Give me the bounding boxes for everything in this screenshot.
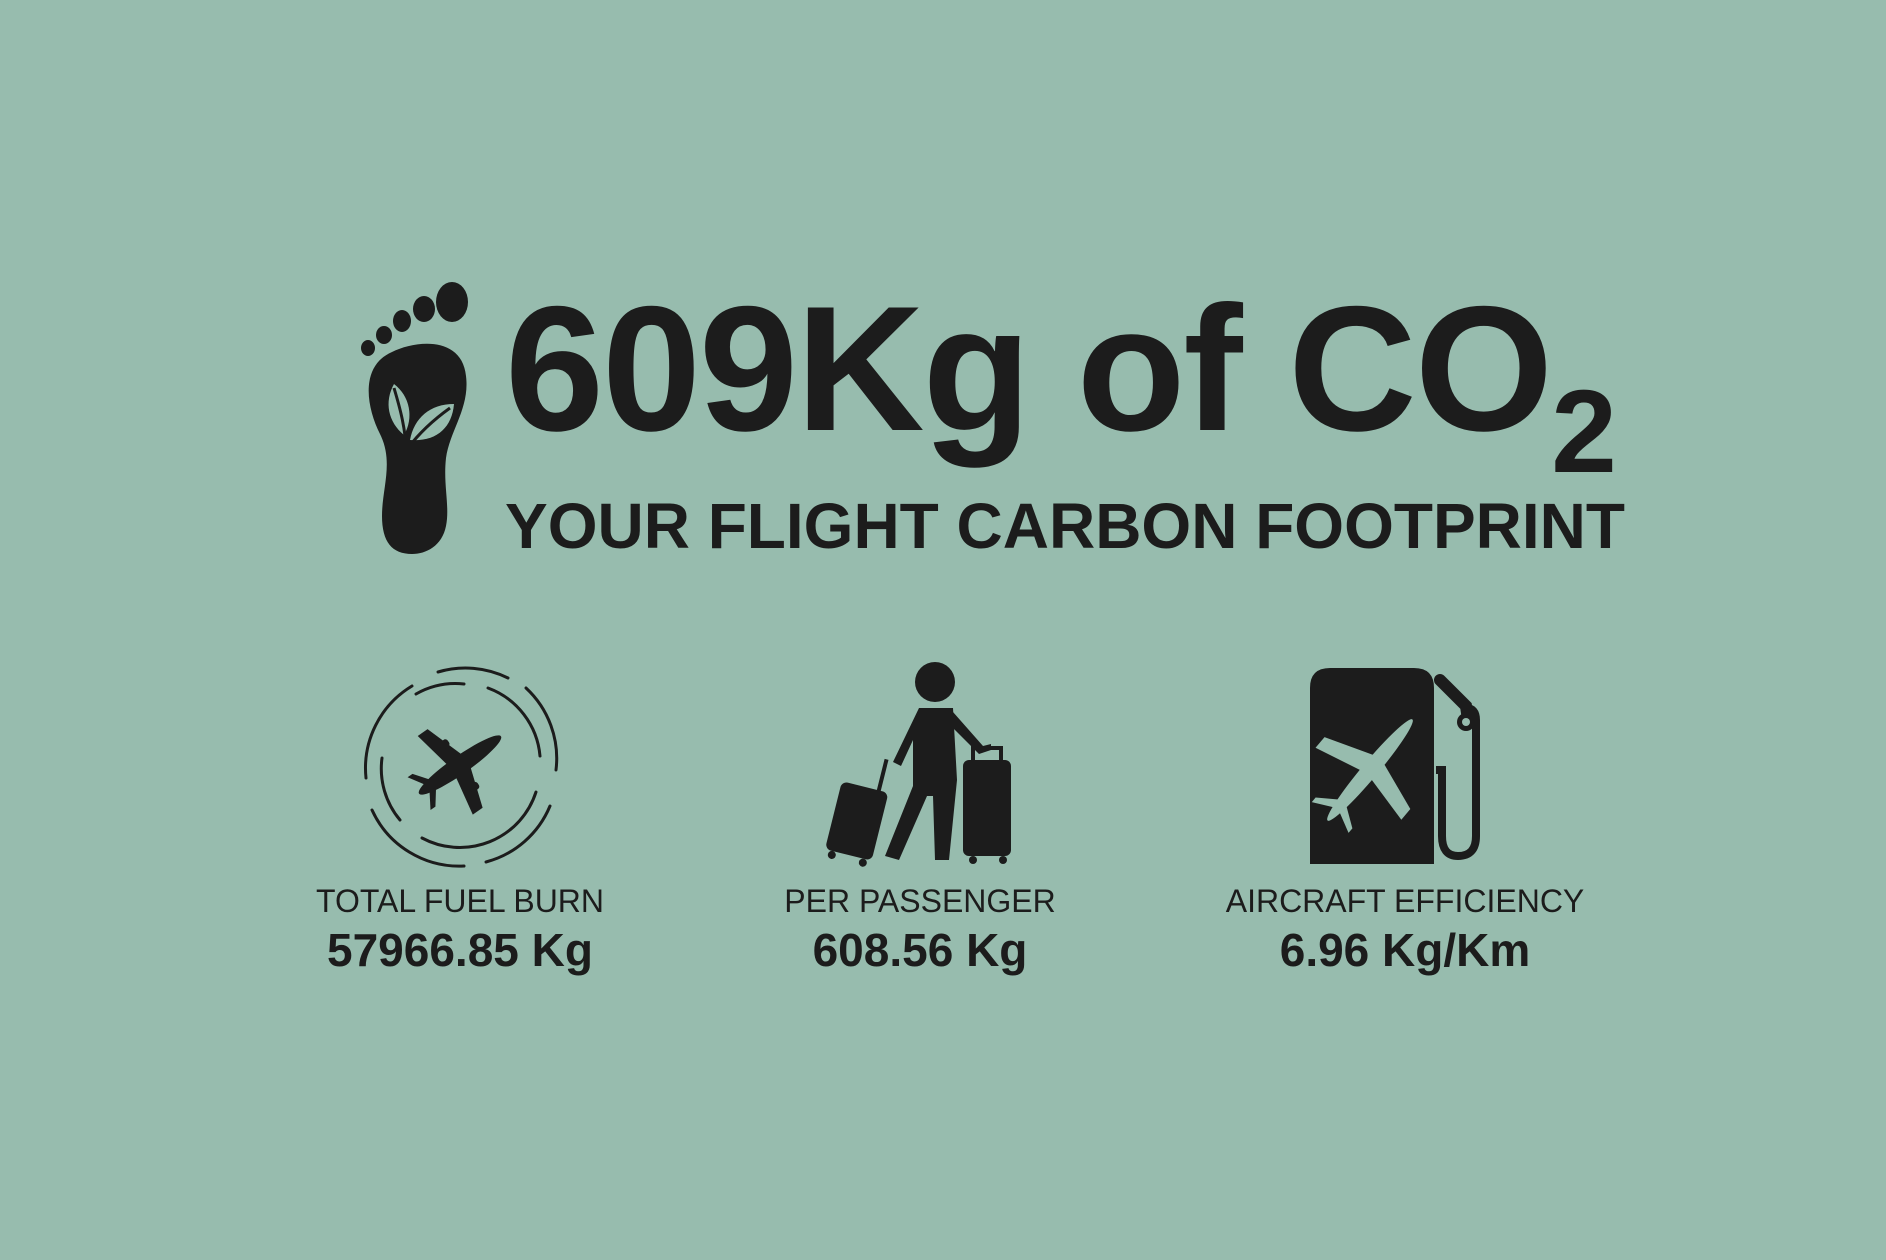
stat-aircraft-efficiency: AIRCRAFT EFFICIENCY 6.96 Kg/Km — [1185, 660, 1625, 976]
stat-total-fuel-burn: TOTAL FUEL BURN 57966.85 Kg — [240, 660, 680, 976]
stat-label: AIRCRAFT EFFICIENCY — [1225, 883, 1585, 919]
stat-label: TOTAL FUEL BURN — [315, 883, 605, 919]
stat-value: 608.56 Kg — [812, 924, 1028, 977]
co2-subscript: 2 — [1551, 366, 1617, 498]
stat-value: 57966.85 Kg — [327, 924, 593, 977]
co2-amount-headline: 609Kg of CO2 — [505, 280, 1617, 492]
footprint-tagline: YOUR FLIGHT CARBON FOOTPRINT — [505, 490, 1625, 562]
plane-target-icon — [364, 666, 559, 868]
traveler-luggage-icon — [826, 662, 1011, 867]
stat-per-passenger: PER PASSENGER 608.56 Kg — [700, 660, 1140, 976]
footprint-leaf-icon — [361, 282, 468, 554]
co2-amount: 609Kg of CO — [505, 269, 1553, 468]
fuel-pump-plane-icon — [1310, 668, 1480, 864]
stat-label: PER PASSENGER — [784, 883, 1056, 919]
carbon-footprint-hero: 609Kg of CO2 YOUR FLIGHT CARBON FOOTPRIN… — [350, 280, 1625, 570]
stat-value: 6.96 Kg/Km — [1279, 924, 1531, 977]
